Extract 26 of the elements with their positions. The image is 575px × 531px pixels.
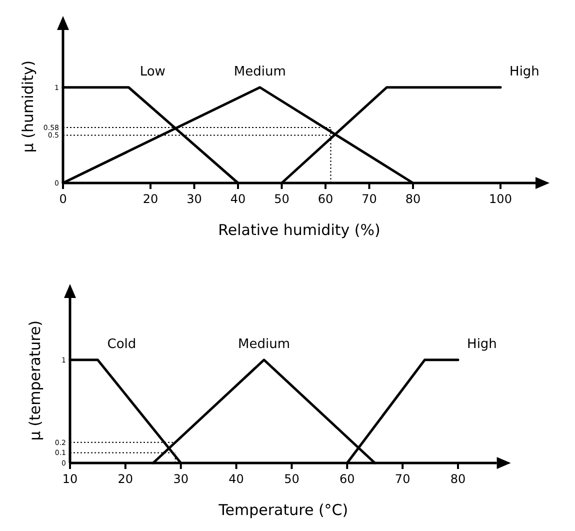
x-tick-label: 20 [142,192,158,206]
x-tick-label: 50 [284,472,300,486]
x-tick-label: 70 [394,472,410,486]
x-tick-label: 10 [62,472,78,486]
y-axis-title: μ (temperature) [26,320,44,441]
y-axis-title: μ (humidity) [19,60,37,153]
x-tick-label: 20 [118,472,134,486]
x-axis-title: Temperature (°C) [218,501,348,519]
x-tick-label: 80 [405,192,421,206]
x-tick-label: 50 [274,192,290,206]
x-tick-label: 30 [173,472,188,486]
series-label: High [467,336,497,352]
x-tick-label: 60 [340,472,355,486]
x-tick-label: 60 [318,192,334,206]
series-label: Medium [234,64,286,80]
x-tick-label: 100 [489,192,512,206]
series-label: Medium [238,336,290,352]
series-label: Cold [107,336,136,352]
x-tick-label: 40 [230,192,246,206]
x-tick-label: 70 [362,192,377,206]
x-tick-label: 80 [450,472,466,486]
series-label: High [510,64,540,80]
series-label: Low [140,64,166,80]
x-tick-label: 30 [186,192,202,206]
x-axis-title: Relative humidity (%) [218,221,380,239]
x-tick-label: 40 [228,472,244,486]
